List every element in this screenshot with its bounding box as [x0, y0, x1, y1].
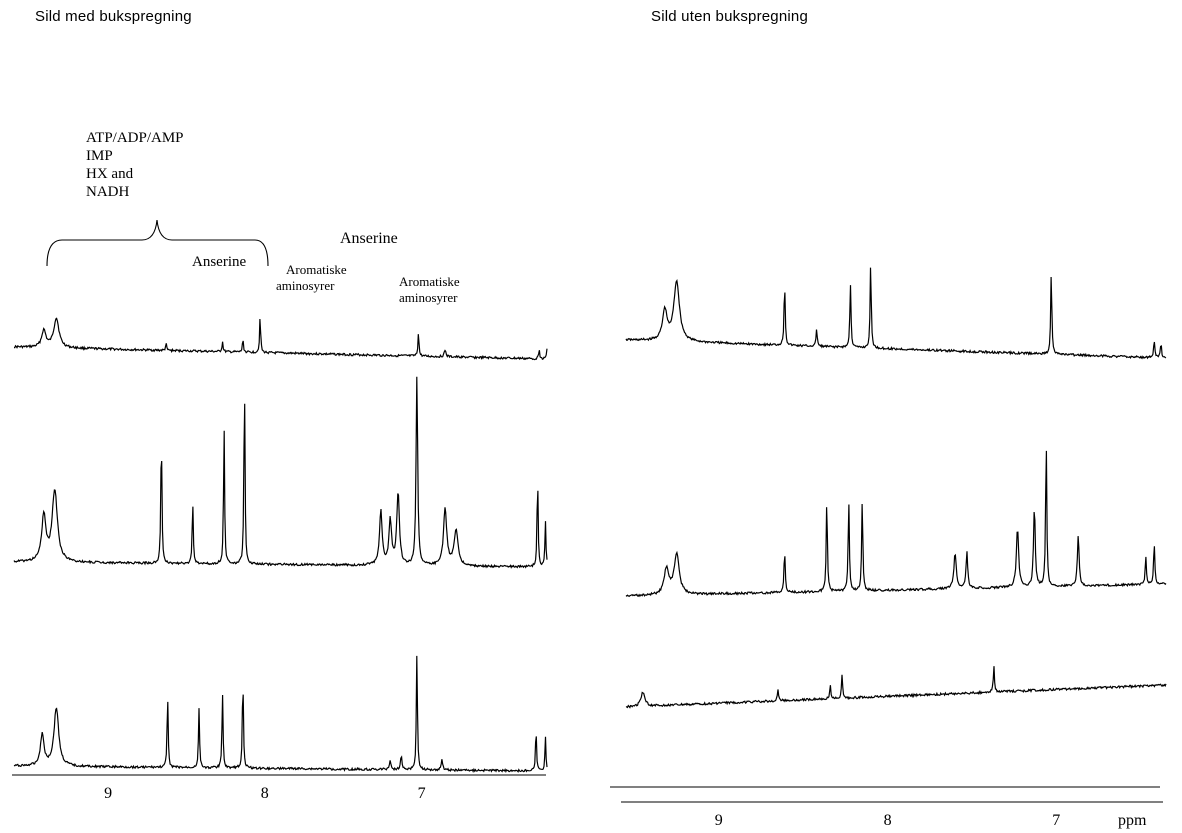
annotation-nadh-line: NADH [86, 184, 129, 200]
tick-label-right-8: 8 [884, 812, 892, 829]
annotation-group: ATP/ADP/AMP IMP HX and NADH Anserine Ans… [47, 130, 460, 305]
tick-label-left-9: 9 [104, 785, 112, 802]
annotation-aromatic-2-line2: aminosyrer [399, 290, 458, 305]
spectrum-trace-right-1 [626, 268, 1166, 359]
annotation-aromatic-1-line1: Aromatiske [286, 262, 347, 277]
annotation-aromatic-2-line1: Aromatiske [399, 274, 460, 289]
spectrum-trace-right-3 [626, 666, 1166, 707]
tick-label-right-7: 7 [1052, 812, 1060, 829]
annotation-anserine-small: Anserine [192, 254, 246, 270]
tick-label-left-8: 8 [261, 785, 269, 802]
spectrum-trace-right-2 [626, 451, 1166, 597]
annotation-atp-line: ATP/ADP/AMP [86, 130, 184, 146]
spectrum-trace-left-2 [14, 377, 547, 568]
spectrum-trace-left-3 [14, 656, 547, 772]
spectra-layer [14, 268, 1166, 772]
x-axis-label-ppm: ppm [1118, 812, 1147, 829]
axes-layer: 9 8 7 9 8 7 ppm [12, 775, 1163, 829]
tick-label-right-9: 9 [715, 812, 723, 829]
annotation-anserine-large: Anserine [340, 230, 398, 247]
spectrum-trace-left-1 [14, 318, 547, 359]
annotation-aromatic-1-line2: aminosyrer [276, 278, 335, 293]
tick-label-left-7: 7 [418, 785, 426, 802]
annotation-hx-line: HX and [86, 166, 134, 182]
annotation-imp-line: IMP [86, 148, 113, 164]
